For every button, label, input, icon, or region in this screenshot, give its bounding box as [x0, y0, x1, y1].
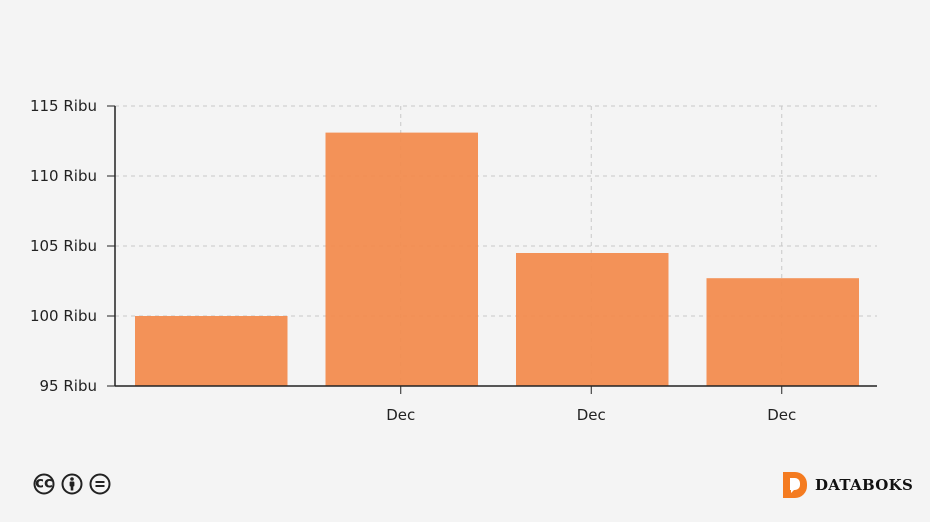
- bar: [706, 278, 859, 386]
- x-tick-label: Dec: [577, 406, 606, 424]
- databoks-logo: DATABOKS: [783, 472, 913, 498]
- y-tick-label: 95 Ribu: [40, 377, 97, 395]
- no-derivatives-icon: [89, 473, 111, 495]
- bar: [325, 132, 478, 386]
- license-icons: cc: [33, 473, 111, 495]
- y-tick-label: 110 Ribu: [30, 167, 97, 185]
- y-tick-label: 115 Ribu: [30, 97, 97, 115]
- y-tick-label: 105 Ribu: [30, 237, 97, 255]
- x-tick-label: Dec: [767, 406, 796, 424]
- svg-text:cc: cc: [35, 474, 53, 492]
- brand-name: DATABOKS: [815, 476, 914, 494]
- bar: [135, 316, 288, 386]
- cc-icon: cc: [33, 473, 55, 495]
- y-tick-label: 100 Ribu: [30, 307, 97, 325]
- attribution-icon: [61, 473, 83, 495]
- bar: [516, 253, 669, 386]
- x-tick-label: Dec: [386, 406, 415, 424]
- databoks-logo-icon: [783, 472, 807, 498]
- bar-chart: 95 Ribu 100 Ribu 105 Ribu 110 Ribu 115 Ribu D…: [30, 97, 877, 424]
